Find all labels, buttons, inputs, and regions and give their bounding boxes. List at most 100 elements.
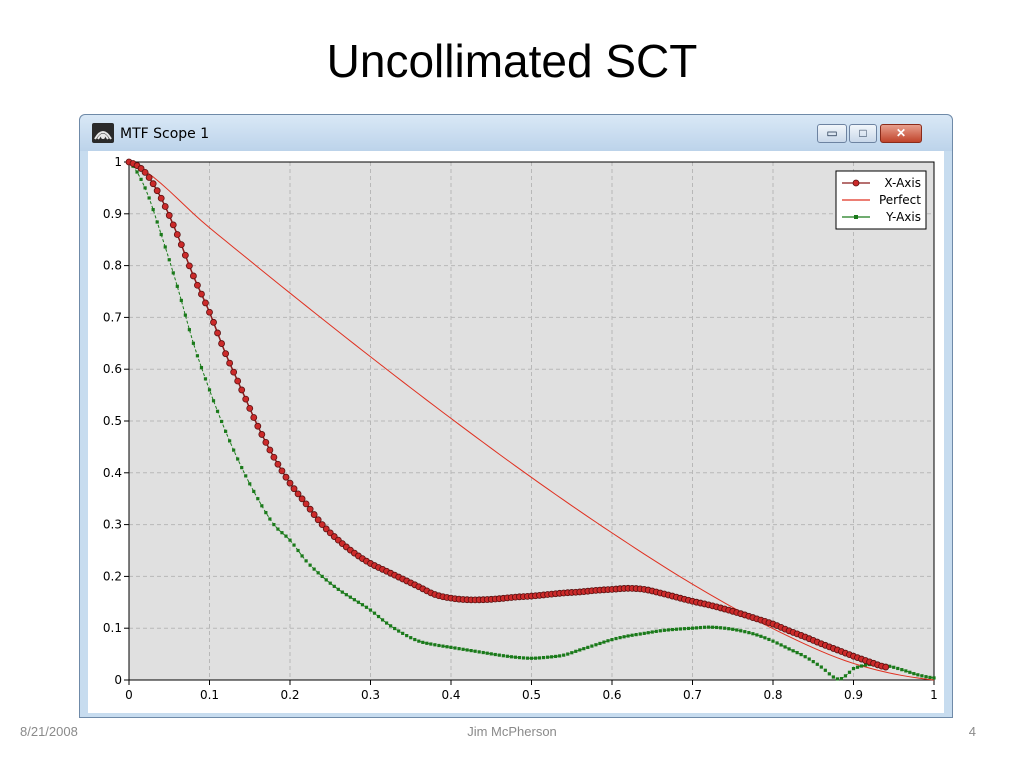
y-axis-point (618, 636, 622, 640)
y-axis-point (425, 641, 429, 645)
x-axis-point (141, 168, 149, 176)
y-axis-point (900, 668, 904, 672)
x-axis-point (286, 479, 294, 487)
x-axis-point (157, 194, 165, 202)
slide-title: Uncollimated SCT (326, 35, 698, 87)
y-axis-point (610, 637, 614, 642)
y-axis-point (248, 482, 252, 486)
y-axis-point (646, 631, 650, 635)
y-axis-point (920, 674, 924, 678)
y-axis-point (839, 677, 844, 681)
x-axis-point (318, 521, 326, 529)
y-axis-point (312, 567, 316, 571)
y-axis-point (928, 675, 932, 680)
y-axis-point (417, 639, 421, 643)
y-axis-point (276, 527, 280, 531)
x-axis-point (165, 212, 173, 219)
window-titlebar[interactable]: MTF Scope 1 ▭ □ ✕ (80, 115, 952, 151)
y-axis-point (360, 603, 365, 607)
x-axis-point (266, 446, 274, 454)
y-axis-point (405, 634, 409, 638)
x-axis-point (210, 318, 217, 326)
y-axis-point (163, 245, 167, 249)
y-axis-point (819, 665, 823, 669)
y-axis-point (159, 232, 163, 237)
y-axis-point (244, 474, 248, 478)
y-axis-point (199, 365, 204, 370)
maximize-button[interactable]: □ (849, 124, 877, 143)
x-axis-point (153, 187, 161, 195)
y-axis-point (364, 605, 369, 609)
x-axis-point (250, 414, 258, 421)
x-axis-point (177, 241, 185, 249)
y-axis-point (429, 642, 433, 646)
y-axis-point (477, 650, 481, 654)
y-axis-point (904, 669, 908, 673)
minimize-button[interactable]: ▭ (817, 124, 847, 143)
y-axis-point (775, 641, 779, 645)
x-axis-point (169, 221, 177, 229)
y-axis-point (139, 177, 143, 181)
x-axis-point (254, 422, 262, 430)
x-axis-point (882, 663, 890, 671)
y-axis-point (795, 651, 799, 655)
y-axis-point (183, 313, 187, 317)
y-axis-point (554, 654, 558, 659)
x-axis-point (222, 350, 230, 358)
y-axis-point (537, 656, 542, 660)
x-tick-label: 0.8 (763, 688, 782, 702)
y-axis-point (376, 614, 381, 619)
y-axis-point (783, 645, 787, 649)
legend-label: Perfect (879, 193, 921, 207)
x-axis-point (278, 467, 286, 475)
y-axis-point (256, 497, 260, 501)
y-axis-point (328, 581, 332, 585)
y-axis-point (642, 631, 646, 635)
y-axis-point (743, 630, 747, 634)
y-axis-point (715, 625, 719, 630)
close-button[interactable]: ✕ (880, 124, 922, 143)
y-tick-label: 0.6 (103, 362, 122, 376)
y-axis-point (348, 595, 352, 599)
y-axis-point (268, 517, 272, 521)
x-tick-label: 0.5 (522, 688, 541, 702)
y-axis-point (630, 633, 634, 637)
x-axis-point (302, 500, 310, 508)
x-tick-label: 0.7 (683, 688, 702, 702)
y-axis-point (308, 563, 312, 567)
x-axis-point (262, 438, 270, 446)
y-axis-point (791, 649, 795, 653)
y-axis-point (847, 670, 852, 674)
y-axis-point (228, 439, 232, 443)
footer-author: Jim McPherson (467, 724, 557, 739)
y-axis-point (626, 634, 630, 638)
y-axis-point (525, 656, 530, 660)
y-axis-point (594, 643, 598, 647)
y-axis-point (803, 655, 807, 659)
x-tick-label: 0.3 (361, 688, 380, 702)
y-axis-point (843, 674, 848, 678)
y-axis-point (614, 636, 618, 641)
y-axis-point (240, 466, 244, 470)
y-axis-point (352, 598, 356, 602)
y-axis-point (340, 590, 344, 594)
y-axis-point (203, 377, 208, 381)
y-axis-point (707, 625, 711, 629)
y-axis-point (831, 675, 835, 679)
y-axis-point (678, 627, 683, 631)
y-axis-point (723, 626, 727, 630)
y-axis-point (674, 627, 678, 631)
y-axis-point (497, 653, 501, 657)
x-axis-point (206, 308, 213, 316)
x-axis-point (258, 431, 266, 438)
y-axis-point (533, 656, 538, 660)
y-axis-point (908, 670, 912, 674)
y-axis-point (517, 655, 522, 660)
y-axis-point (598, 641, 602, 646)
y-axis-point (787, 647, 791, 651)
y-axis-point (638, 632, 642, 636)
y-axis-point (755, 633, 759, 637)
y-axis-point (332, 584, 336, 588)
y-axis-point (767, 637, 771, 642)
y-axis-point (702, 625, 707, 629)
